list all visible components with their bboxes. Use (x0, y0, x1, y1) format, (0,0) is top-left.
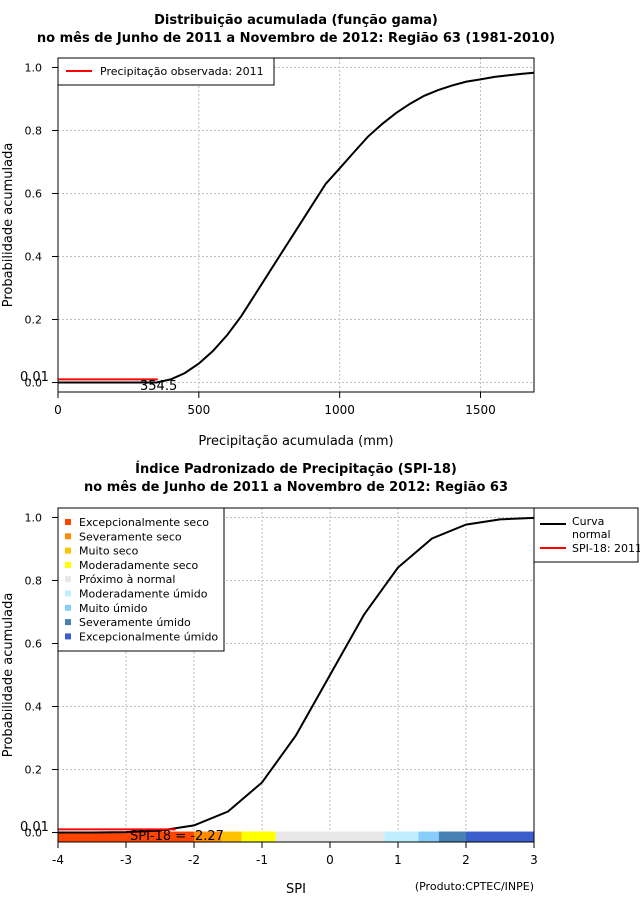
c2-cat-label-2: Muito seco (79, 545, 139, 558)
c2-xtick-label-1: -3 (120, 853, 132, 867)
c2-cat-label-0: Excepcionalmente seco (79, 516, 209, 529)
c2-cat-label-7: Severamente úmido (79, 616, 191, 629)
c1-xtick-label-3: 1500 (465, 403, 496, 417)
chart1-y-ticks: 0.0 0.2 0.4 0.6 0.8 1.0 (25, 61, 58, 390)
c2-cat-label-8: Excepcionalmente úmido (79, 630, 218, 643)
c1-ytick-label-0: 0.0 (25, 377, 43, 390)
chart-spi: Índice Padronizado de Precipitação (SPI-… (1, 461, 640, 897)
chart1-legend: Precipitação observada: 2011 (57, 57, 275, 86)
chart1-y-value-annotation: 0.01 (20, 370, 49, 385)
chart1-x-value-annotation: 354.5 (140, 379, 177, 394)
c1-ytick-label-3: 0.6 (25, 187, 43, 200)
c2-xtick-label-6: 2 (462, 853, 470, 867)
chart2-x-ticks: -4 -3 -2 -1 0 1 2 3 (52, 842, 538, 867)
chart1-curves (58, 71, 535, 384)
c2-cat-swatch-5 (65, 590, 71, 597)
chart2-legend-spi: SPI-18: 2011 (572, 542, 640, 555)
chart1-y-axis-label: Probabilidade acumulada (1, 143, 16, 308)
c1-xtick-label-0: 0 (54, 403, 62, 417)
c2-cat-swatch-4 (65, 576, 71, 583)
c2-ytick-label-4: 0.8 (25, 574, 43, 587)
chart2-y-ticks: 0.0 0.2 0.4 0.6 0.8 1.0 (25, 511, 58, 840)
chart2-spi-value-annotation: SPI-18 = -2.27 (130, 829, 224, 844)
chart2-curves (58, 516, 535, 834)
chart1-x-ticks: 0 500 1000 1500 (54, 392, 496, 417)
c2-band-0 (58, 831, 194, 842)
c2-band-5 (384, 831, 419, 842)
chart2-legend-normal-line2: normal (572, 528, 611, 541)
c2-cat-label-6: Muito úmido (79, 602, 148, 615)
chart2-title: Índice Padronizado de Precipitação (SPI-… (135, 461, 457, 477)
c2-cat-label-3: Moderadamente seco (79, 559, 199, 572)
chart-gamma: Distribuição acumulada (função gama) no … (1, 13, 555, 449)
chart2-category-legend-box (57, 507, 225, 652)
chart1-x-axis-label: Precipitação acumulada (mm) (198, 434, 393, 449)
c2-cat-label-1: Severamente seco (79, 530, 182, 543)
c2-ytick-label-3: 0.6 (25, 637, 43, 650)
c1-ytick-label-2: 0.4 (25, 251, 43, 264)
c1-ytick-label-5: 1.0 (25, 61, 43, 74)
c1-xtick-label-1: 500 (187, 403, 210, 417)
c2-band-8 (466, 831, 534, 842)
c1-xtick-label-2: 1000 (324, 403, 355, 417)
c2-band-6 (418, 831, 439, 842)
chart2-y-axis-label: Probabilidade acumulada (1, 593, 16, 758)
chart2-grid (57, 508, 535, 842)
c2-xtick-label-2: -2 (188, 853, 200, 867)
c2-xtick-label-7: 3 (530, 853, 538, 867)
c2-band-1 (194, 831, 222, 842)
c2-cat-swatch-7 (65, 619, 71, 626)
c2-ytick-label-1: 0.2 (25, 764, 43, 777)
chart1-title: Distribuição acumulada (função gama) (154, 13, 438, 28)
c2-xtick-label-5: 1 (394, 853, 402, 867)
c2-band-7 (438, 831, 466, 842)
chart1-legend-box (57, 57, 275, 86)
c2-ytick-label-5: 1.0 (25, 511, 43, 524)
chart1-plot-frame (57, 57, 535, 393)
chart2-legend-normal-line1: Curva (572, 515, 604, 528)
c2-cat-swatch-8 (65, 633, 71, 640)
chart2-color-bands (58, 831, 534, 842)
c1-series-0 (58, 71, 535, 384)
c2-xtick-label-0: -4 (52, 853, 64, 867)
c2-ytick-label-2: 0.4 (25, 701, 43, 714)
c2-series-0 (58, 516, 535, 834)
c2-ytick-label-0: 0.0 (25, 827, 43, 840)
chart2-subtitle: no mês de Junho de 2011 a Novembro de 20… (84, 480, 508, 495)
c2-cat-label-4: Próximo à normal (79, 573, 175, 586)
c2-cat-swatch-2 (65, 547, 71, 554)
c2-cat-swatch-3 (65, 561, 71, 568)
c2-band-2 (221, 831, 242, 842)
chart2-curve-legend: Curva normal SPI-18: 2011 (533, 507, 640, 563)
chart2-x-axis-label: SPI (286, 882, 306, 897)
chart2-curve-legend-box (533, 507, 639, 563)
chart1-grid (57, 58, 534, 392)
c2-cat-swatch-1 (65, 533, 71, 540)
c2-band-3 (241, 831, 276, 842)
c2-band-4 (275, 831, 385, 842)
c2-cat-swatch-6 (65, 604, 71, 611)
chart1-subtitle: no mês de Junho de 2011 a Novembro de 20… (37, 31, 555, 46)
c1-ytick-label-4: 0.8 (25, 124, 43, 137)
c2-cat-swatch-0 (65, 519, 71, 525)
c2-xtick-label-4: 0 (326, 853, 334, 867)
c1-ytick-label-1: 0.2 (25, 314, 43, 327)
c2-cat-label-5: Moderadamente úmido (79, 588, 208, 601)
c2-xtick-label-3: -1 (256, 853, 268, 867)
chart1-legend-observed: Precipitação observada: 2011 (100, 65, 264, 78)
chart2-y-value-annotation: 0.01 (20, 820, 49, 835)
credit-label: (Produto:CPTEC/INPE) (415, 880, 534, 893)
chart2-plot-frame (57, 507, 535, 843)
